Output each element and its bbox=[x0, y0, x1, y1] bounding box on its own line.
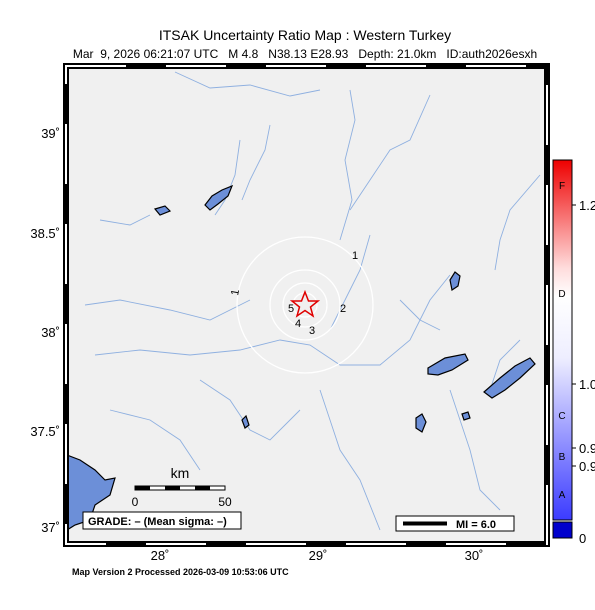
lon-label: 29˚ bbox=[309, 548, 328, 563]
lat-label: 39˚ bbox=[41, 126, 60, 141]
colorbar-value: 1.2 bbox=[579, 198, 595, 213]
lat-label: 37.5˚ bbox=[30, 424, 60, 439]
contour-label: 3 bbox=[309, 325, 315, 337]
lat-label: 38˚ bbox=[41, 325, 60, 340]
map-features bbox=[67, 71, 541, 531]
colorbar: F D C B A 1.2 1.0 0.9 0.9 0 bbox=[552, 159, 595, 546]
colorbar-value: 0 bbox=[579, 531, 586, 546]
grade-box: GRADE: – (Mean sigma: –) bbox=[88, 516, 227, 528]
title: ITSAK Uncertainty Ratio Map : Western Tu… bbox=[159, 27, 451, 43]
epicenter-star bbox=[289, 289, 321, 318]
colorbar-value: 1.0 bbox=[579, 377, 595, 392]
colorbar-value: 0.9 bbox=[579, 441, 595, 456]
lon-label: 28˚ bbox=[151, 548, 170, 563]
mi-legend: MI = 6.0 bbox=[456, 519, 496, 531]
colorbar-value: 0.9 bbox=[579, 459, 595, 474]
scale-unit: km bbox=[171, 465, 190, 481]
scale-start: 0 bbox=[132, 495, 139, 509]
contour-label: 2 bbox=[340, 303, 346, 315]
lat-label: 37˚ bbox=[41, 520, 60, 535]
colorbar-letter: A bbox=[559, 490, 566, 501]
contour-label: 4 bbox=[295, 318, 301, 330]
contour-label: 1 bbox=[352, 250, 358, 262]
lon-label: 30˚ bbox=[465, 548, 484, 563]
contour-label: 1 bbox=[229, 288, 242, 296]
scale-bar: km 0 50 bbox=[132, 465, 232, 509]
subtitle: Mar 9, 2026 06:21:07 UTC M 4.8 N38.13 E2… bbox=[73, 47, 537, 61]
map: 1 1 2 3 4 5 39˚ 38.5˚ 38˚ 37.5˚ 37˚ 28˚ … bbox=[30, 63, 550, 563]
colorbar-letter: C bbox=[558, 411, 565, 422]
lat-label: 38.5˚ bbox=[30, 226, 60, 241]
footer: Map Version 2 Processed 2026-03-09 10:53… bbox=[72, 567, 289, 577]
scale-end: 50 bbox=[218, 495, 232, 509]
colorbar-letter: D bbox=[558, 289, 565, 300]
contour-label: 5 bbox=[288, 303, 294, 315]
colorbar-letter: F bbox=[559, 181, 565, 192]
colorbar-letter: B bbox=[559, 452, 566, 463]
